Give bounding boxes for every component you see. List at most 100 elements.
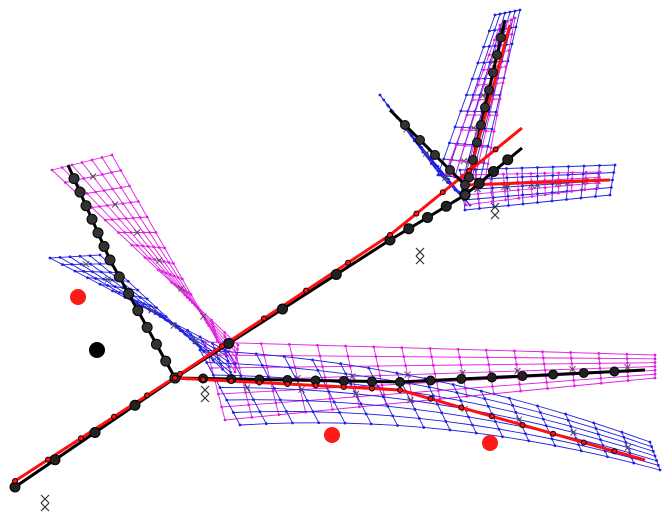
mesh-node: [444, 420, 447, 423]
mesh-node: [460, 364, 463, 367]
mesh-node: [428, 386, 431, 389]
beam-node: [173, 376, 178, 381]
beam-node: [497, 33, 506, 42]
beam-node: [503, 155, 513, 165]
mesh-node: [146, 216, 149, 219]
mesh-node: [531, 195, 534, 198]
mesh-node: [483, 61, 486, 64]
mesh-node: [598, 176, 601, 179]
mesh-node: [488, 114, 491, 117]
mesh-node: [232, 411, 235, 414]
beam-node: [398, 388, 403, 393]
mesh-node: [480, 390, 483, 393]
mesh-node: [163, 247, 166, 250]
mesh-node: [183, 333, 186, 336]
mesh-node: [119, 169, 122, 172]
mesh-node: [261, 364, 264, 367]
red-marker: [482, 435, 498, 451]
mesh-node: [170, 281, 173, 284]
mesh-node: [511, 33, 514, 36]
mesh-node: [514, 10, 517, 13]
mesh-node: [582, 173, 585, 176]
mesh-node: [482, 46, 485, 49]
mesh-node: [169, 273, 172, 276]
mesh-node: [94, 191, 97, 194]
mesh-node: [233, 362, 236, 365]
mesh-node: [508, 49, 511, 52]
mesh-node: [521, 185, 524, 188]
mesh-node: [514, 411, 517, 414]
mesh-node: [139, 296, 142, 299]
mesh-node: [103, 189, 106, 192]
mesh-node: [600, 382, 603, 385]
beam-node: [446, 166, 455, 175]
mesh-node: [273, 387, 276, 390]
mesh-node: [349, 382, 352, 385]
mesh-node: [567, 173, 570, 176]
mesh-node: [155, 306, 158, 309]
mesh-node: [272, 390, 275, 393]
mesh-node: [457, 348, 460, 351]
mesh-node: [80, 263, 83, 266]
mesh-node: [551, 438, 554, 441]
mesh-node: [139, 216, 142, 219]
beam-node: [124, 289, 134, 299]
mesh-node: [172, 262, 175, 265]
mesh-node: [214, 333, 217, 336]
beam-node: [493, 147, 498, 152]
mesh-node: [627, 379, 630, 382]
mesh-node: [91, 159, 94, 162]
red-marker: [70, 289, 86, 305]
mesh-node: [255, 352, 258, 355]
mesh-node: [181, 278, 184, 281]
mesh-node: [149, 304, 152, 307]
mesh-node: [430, 356, 433, 359]
mesh-node: [491, 128, 494, 131]
mesh-node: [347, 355, 350, 358]
beam-node: [493, 51, 502, 60]
mesh-node: [402, 355, 405, 358]
mesh-node: [94, 277, 97, 280]
mesh-node: [471, 99, 474, 102]
mesh-node: [121, 202, 124, 205]
mesh-node: [478, 202, 481, 205]
mesh-node: [267, 375, 270, 378]
mesh-node: [490, 191, 493, 194]
mesh-node: [459, 399, 462, 402]
mesh-node: [609, 194, 612, 197]
mesh-node: [252, 398, 255, 401]
beam-node: [75, 187, 85, 197]
beam-node: [151, 339, 161, 349]
beam-node: [13, 479, 18, 484]
mesh-node: [130, 231, 133, 234]
mesh-node: [132, 217, 135, 220]
beam-node: [262, 316, 267, 321]
mesh-node: [244, 391, 247, 394]
mesh-node: [546, 387, 549, 390]
beam-node: [257, 380, 262, 385]
mesh-node: [654, 354, 657, 357]
mesh-node: [61, 263, 64, 266]
mesh-node: [382, 99, 385, 102]
mesh-node: [118, 218, 121, 221]
mesh-node: [432, 364, 435, 367]
mesh-node: [474, 168, 477, 171]
mesh-node: [626, 357, 629, 360]
mesh-node: [439, 174, 442, 177]
mesh-node: [148, 231, 151, 234]
beam-node: [581, 440, 586, 445]
mesh-node: [144, 256, 147, 259]
mesh-node: [136, 303, 139, 306]
mesh-node: [104, 219, 107, 222]
mesh-node: [506, 176, 509, 179]
mesh-node: [161, 270, 164, 273]
mesh-node: [483, 83, 486, 86]
mesh-node: [71, 164, 74, 167]
mesh-node: [196, 306, 199, 309]
beam-node: [549, 370, 558, 379]
mesh-node: [106, 204, 109, 207]
beam-node: [112, 414, 117, 419]
mesh-node: [494, 14, 497, 17]
mesh-node: [536, 166, 539, 169]
mesh-node: [521, 167, 524, 170]
